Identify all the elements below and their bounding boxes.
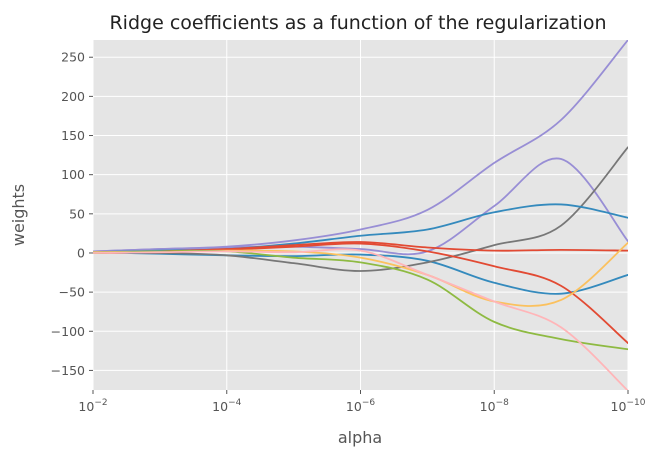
x-tick-label: 10−10 xyxy=(611,398,646,414)
y-tick-label: 250 xyxy=(61,50,85,65)
y-tick-label: 150 xyxy=(61,128,85,143)
x-tick-label: 10−2 xyxy=(78,398,107,414)
y-tick-label: −150 xyxy=(51,363,85,378)
series-line-3 xyxy=(93,40,628,253)
y-tick-label: −50 xyxy=(59,285,85,300)
y-tick-label: 100 xyxy=(61,167,85,182)
y-tick-labels: 250 200 150 100 50 0 −50 −100 −150 xyxy=(51,50,93,378)
x-tick-labels: 10−2 10−4 10−6 10−8 10−10 xyxy=(78,390,646,414)
chart-title: Ridge coefficients as a function of the … xyxy=(109,12,606,34)
x-tick-label: 10−6 xyxy=(346,398,375,414)
x-tick-label: 10−8 xyxy=(480,398,509,414)
series-lines xyxy=(93,40,628,390)
x-axis-label: alpha xyxy=(338,428,382,447)
series-line-10 xyxy=(93,248,628,390)
y-tick-label: 200 xyxy=(61,89,85,104)
y-tick-label: −100 xyxy=(51,324,85,339)
y-axis-label: weights xyxy=(9,184,28,246)
y-tick-label: 50 xyxy=(69,206,85,221)
y-tick-label: 0 xyxy=(77,245,85,260)
x-tick-label: 10−4 xyxy=(212,398,241,414)
series-line-4 xyxy=(93,146,628,272)
